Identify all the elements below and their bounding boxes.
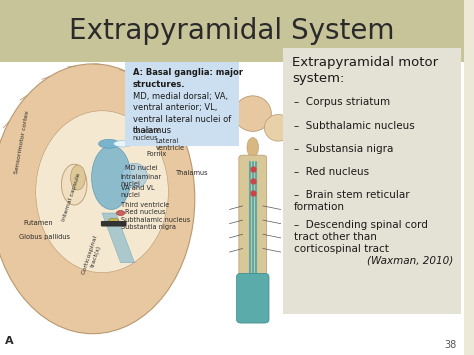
Text: 38: 38 (445, 340, 457, 350)
Text: –  Descending spinal cord
tract other than
corticospinal tract: – Descending spinal cord tract other tha… (293, 220, 428, 255)
Text: MD, medial dorsal; VA,
ventral anterior; VL,
ventral lateral nuclei of
thalamus: MD, medial dorsal; VA, ventral anterior;… (133, 92, 231, 135)
Ellipse shape (247, 137, 258, 157)
FancyBboxPatch shape (0, 0, 464, 62)
Text: –  Substansia nigra: – Substansia nigra (293, 144, 393, 154)
Text: Thalamus: Thalamus (176, 170, 209, 176)
Text: Fornix: Fornix (146, 151, 166, 157)
Ellipse shape (234, 96, 271, 131)
Text: Extrapyramidal motor
system:: Extrapyramidal motor system: (292, 56, 438, 84)
Text: Third ventricle: Third ventricle (120, 202, 169, 208)
Text: (Waxman, 2010): (Waxman, 2010) (367, 256, 454, 266)
Text: Sensorimotor cortex: Sensorimotor cortex (14, 110, 30, 174)
Polygon shape (102, 213, 135, 263)
Ellipse shape (91, 146, 131, 209)
FancyBboxPatch shape (101, 221, 126, 226)
Text: Putamen: Putamen (23, 220, 53, 226)
Text: MD nuclei: MD nuclei (125, 165, 158, 171)
Text: Red nucleus: Red nucleus (125, 209, 166, 215)
FancyBboxPatch shape (125, 62, 239, 146)
Ellipse shape (99, 139, 119, 148)
Text: A: Basal ganglia: major
structures.: A: Basal ganglia: major structures. (133, 68, 243, 89)
FancyBboxPatch shape (239, 155, 267, 305)
Ellipse shape (117, 211, 125, 215)
Ellipse shape (114, 141, 132, 147)
Ellipse shape (264, 114, 292, 141)
Text: Lateral
ventricle: Lateral ventricle (155, 138, 184, 152)
Text: –  Brain stem reticular
formation: – Brain stem reticular formation (293, 190, 409, 212)
Text: Globus pallidus: Globus pallidus (18, 234, 70, 240)
Text: Corticospinal
tract(s): Corticospinal tract(s) (81, 234, 104, 277)
Ellipse shape (36, 111, 168, 273)
Ellipse shape (71, 165, 85, 190)
FancyBboxPatch shape (283, 48, 462, 314)
Text: Subthalamic nucleus: Subthalamic nucleus (120, 217, 190, 223)
Ellipse shape (109, 218, 118, 222)
Text: Caudate
nucleus: Caudate nucleus (132, 128, 160, 141)
Text: A: A (5, 336, 13, 346)
Text: –  Corpus striatum: – Corpus striatum (293, 97, 390, 107)
Text: Internal capsule: Internal capsule (62, 172, 82, 222)
Text: Extrapyramidal System: Extrapyramidal System (69, 17, 395, 45)
FancyBboxPatch shape (237, 273, 269, 323)
Ellipse shape (0, 64, 195, 334)
Text: VA and VL
nuclei: VA and VL nuclei (120, 185, 154, 198)
FancyBboxPatch shape (0, 62, 464, 355)
Ellipse shape (122, 163, 147, 188)
Text: Intralaminar
nuclei: Intralaminar nuclei (120, 174, 162, 187)
Text: –  Subthalamic nucleus: – Subthalamic nucleus (293, 121, 414, 131)
Text: Substantia nigra: Substantia nigra (120, 224, 175, 230)
Ellipse shape (62, 164, 87, 205)
Text: –  Red nucleus: – Red nucleus (293, 167, 369, 177)
